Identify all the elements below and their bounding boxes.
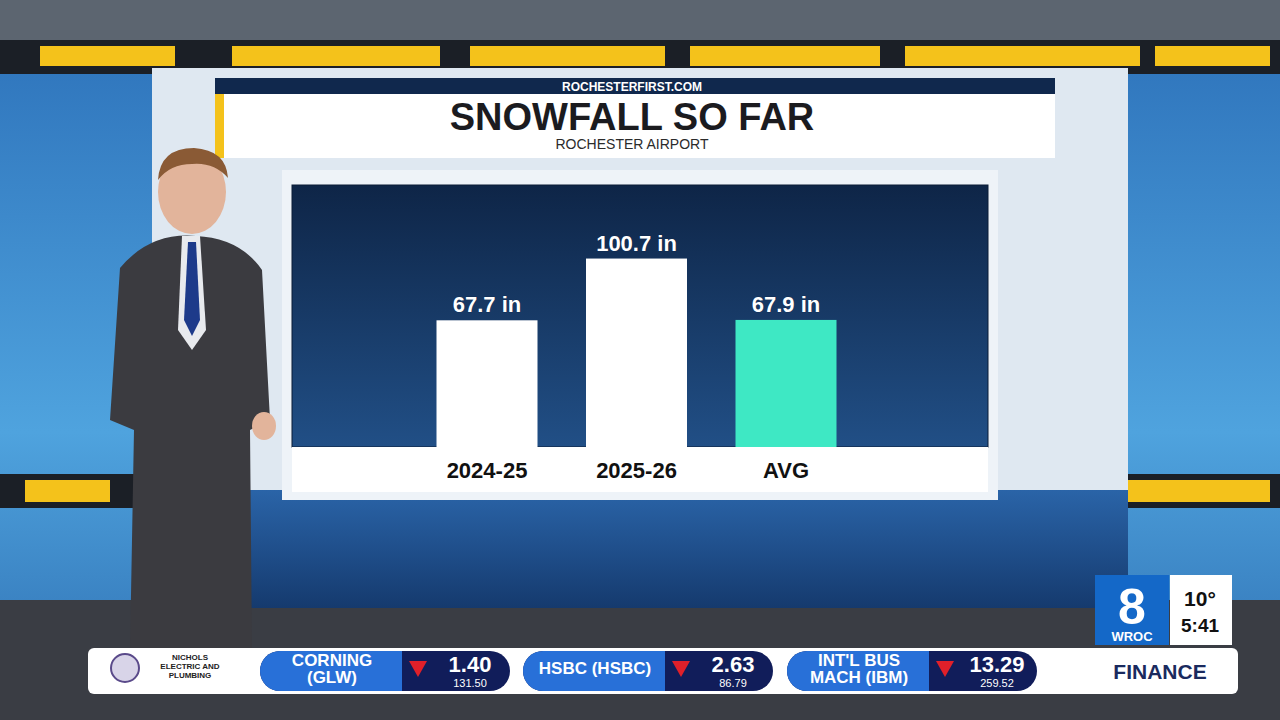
bar [437, 320, 538, 447]
ticker-name-bg [523, 651, 665, 691]
board [152, 68, 1128, 608]
presenter-tie [184, 242, 200, 336]
chart-title: SNOWFALL SO FAR [450, 96, 815, 138]
ticker-name-line: MACH (IBM) [810, 668, 908, 687]
ticker-change: 2.63 [712, 652, 755, 677]
source: ROCHESTERFIRST.COM [562, 80, 702, 94]
studio-light [1110, 480, 1270, 502]
ticker-name-bg [260, 651, 402, 691]
down-arrow [672, 661, 690, 677]
board-lower [152, 490, 1128, 608]
studio-light [40, 46, 175, 66]
ticker-change: 13.29 [969, 652, 1024, 677]
ticker-name-bg [907, 651, 929, 691]
ticker-name: HSBC (HSBC) [539, 659, 651, 678]
presenter-suit [110, 236, 270, 650]
studio-light [690, 46, 880, 66]
bars [437, 259, 837, 447]
sponsor-name-line: ELECTRIC AND [160, 662, 219, 671]
down-arrow [936, 661, 954, 677]
ticker-name: INT'L BUSMACH (IBM) [810, 651, 908, 687]
bar [586, 259, 687, 447]
temperature: 10° [1184, 587, 1216, 610]
category-label: 2024-25 [447, 458, 528, 483]
ticker-change: 1.40 [449, 652, 492, 677]
sponsor-name: NICHOLSELECTRIC ANDPLUMBING [160, 653, 219, 680]
studio-light [1155, 46, 1270, 66]
data-label: 67.7 in [453, 292, 521, 317]
ticker-name-bg [380, 651, 402, 691]
studio-light [470, 46, 665, 66]
station-name: WROC [1111, 629, 1153, 644]
channel-number: 8 [1118, 579, 1146, 635]
studio-light [232, 46, 440, 66]
category-strip [292, 447, 988, 492]
ticker-name: CORNING(GLW) [292, 651, 372, 687]
data-label: 100.7 in [596, 231, 677, 256]
presenter-shirt [178, 236, 206, 350]
ceiling [0, 0, 1280, 40]
data-label: 67.9 in [752, 292, 820, 317]
title-banner [215, 94, 1055, 158]
ticker-pill [260, 651, 510, 691]
sponsor-logo [111, 654, 139, 682]
presenter-hair [158, 148, 228, 180]
presenter [110, 148, 276, 650]
ticker-pill [523, 651, 773, 691]
studio-light [905, 46, 1140, 66]
ticker-name-line: (GLW) [307, 668, 357, 687]
sponsor-name-line: NICHOLS [172, 653, 209, 662]
weather-box [1170, 575, 1232, 645]
bar [736, 320, 837, 447]
chart-card [282, 170, 998, 500]
source-strip [215, 78, 1055, 94]
presenter-hand [252, 412, 276, 440]
plot-frame [292, 185, 988, 447]
sponsor-name-line: PLUMBING [169, 671, 212, 680]
ticker-price: 259.52 [980, 677, 1014, 689]
studio-light [25, 480, 110, 502]
stage: ROCHESTERFIRST.COM SNOWFALL SO FARROCHEST… [0, 0, 1280, 720]
category-label: 2025-26 [596, 458, 677, 483]
studio-background [0, 0, 1280, 720]
ticker-name-line: HSBC (HSBC) [539, 659, 651, 678]
ticker-pill [787, 651, 1037, 691]
chart-subtitle: ROCHESTER AIRPORT [556, 136, 709, 152]
ticker-section: FINANCE [1113, 660, 1206, 683]
ticker-bar [88, 648, 1238, 694]
ticker-name-bg [787, 651, 929, 691]
logo-box [1095, 575, 1169, 645]
ticker-price: 86.79 [719, 677, 747, 689]
category-label: AVG [763, 458, 809, 483]
ticker-price: 131.50 [453, 677, 487, 689]
title-accent [215, 94, 224, 158]
down-arrow [409, 661, 427, 677]
time: 5:41 [1181, 615, 1219, 636]
